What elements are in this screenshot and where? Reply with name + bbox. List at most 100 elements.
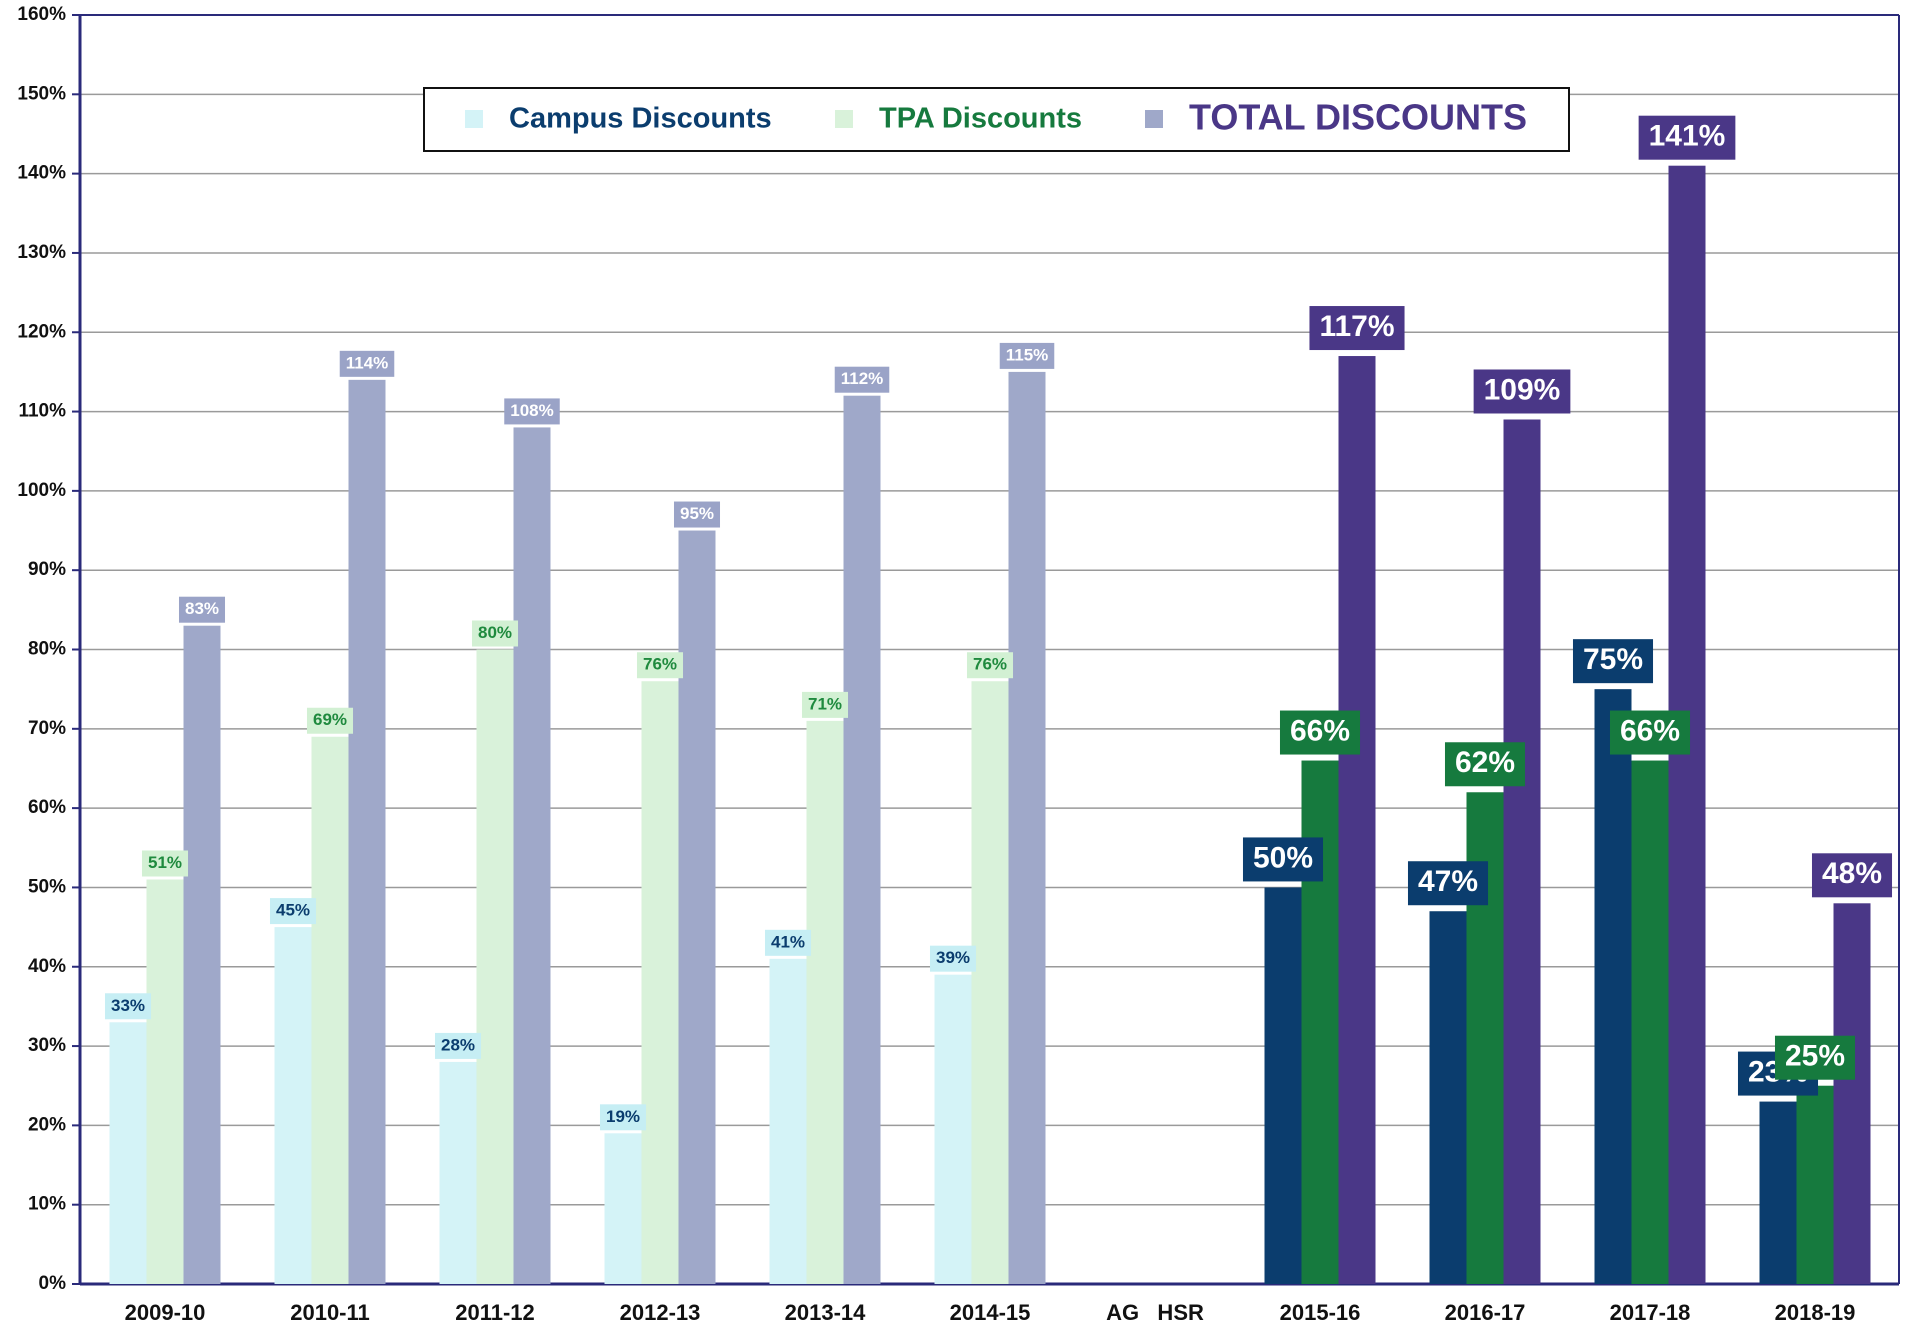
data-label-box xyxy=(673,501,721,528)
bar xyxy=(971,681,1009,1284)
data-label-text: 108% xyxy=(510,401,553,420)
bar xyxy=(769,958,807,1284)
bar xyxy=(146,879,184,1284)
x-tick-label: 2013-14 xyxy=(785,1300,867,1325)
data-label-text: 25% xyxy=(1785,1040,1845,1073)
data-label-text: 39% xyxy=(936,948,970,967)
data-label-text: 117% xyxy=(1319,310,1394,343)
y-tick-label: 160% xyxy=(17,4,66,25)
data-label: 28% xyxy=(434,1032,482,1059)
x-tick-label: 2016-17 xyxy=(1445,1300,1526,1325)
data-label-text: 109% xyxy=(1484,373,1561,406)
data-label: 75% xyxy=(1572,639,1654,684)
bar xyxy=(274,927,312,1284)
x-tick-label: 2014-15 xyxy=(950,1300,1031,1325)
y-tick-label: 110% xyxy=(18,401,66,422)
legend-label: TPA Discounts xyxy=(879,103,1082,135)
bar xyxy=(348,379,386,1284)
y-tick-label: 70% xyxy=(28,718,66,739)
data-label-text: 28% xyxy=(441,1035,475,1054)
bar xyxy=(1338,356,1376,1284)
data-label: 50% xyxy=(1242,837,1324,882)
bar xyxy=(1631,760,1669,1284)
data-label-box xyxy=(1774,1035,1856,1080)
data-label-text: 71% xyxy=(808,694,842,713)
data-label: 62% xyxy=(1444,742,1526,787)
data-label: 71% xyxy=(801,691,849,718)
y-tick-label: 30% xyxy=(28,1035,66,1056)
data-label-box xyxy=(1242,837,1324,882)
bar xyxy=(843,395,881,1284)
data-label-text: 48% xyxy=(1822,857,1882,890)
legend-swatch xyxy=(1145,110,1163,128)
data-label: 83% xyxy=(178,596,226,623)
bar xyxy=(311,736,349,1284)
data-label-box xyxy=(306,707,354,734)
data-label-box xyxy=(1572,639,1654,684)
legend-label: Campus Discounts xyxy=(509,103,772,135)
data-label-text: 141% xyxy=(1649,120,1726,153)
bar xyxy=(1429,911,1467,1284)
y-tick-label: 60% xyxy=(28,797,66,818)
y-tick-label: 40% xyxy=(28,956,66,977)
bar xyxy=(1594,689,1632,1284)
data-label-text: 95% xyxy=(680,504,714,523)
data-label-text: 66% xyxy=(1620,714,1680,747)
bar xyxy=(1503,419,1541,1284)
x-tick-label: AG HSR xyxy=(1106,1300,1204,1325)
y-tick-label: 10% xyxy=(28,1194,66,1215)
data-label: 33% xyxy=(104,993,152,1020)
data-label-box xyxy=(504,398,560,425)
data-label-box xyxy=(178,596,226,623)
data-label: 115% xyxy=(999,342,1055,369)
y-tick-label: 150% xyxy=(17,83,66,104)
y-tick-label: 90% xyxy=(28,559,66,580)
data-label-box xyxy=(834,366,890,393)
bar xyxy=(1008,371,1046,1284)
bar xyxy=(934,974,972,1284)
data-label: 117% xyxy=(1309,306,1405,351)
data-label: 41% xyxy=(764,929,812,956)
data-label-box xyxy=(269,898,317,925)
data-label: 76% xyxy=(966,652,1014,679)
data-label-box xyxy=(1279,710,1361,755)
data-label: 69% xyxy=(306,707,354,734)
bar xyxy=(1759,1101,1797,1284)
data-label-text: 80% xyxy=(478,623,512,642)
legend-box xyxy=(423,87,1570,152)
data-label: 45% xyxy=(269,898,317,925)
bar xyxy=(513,427,551,1284)
legend-label: TOTAL DISCOUNTS xyxy=(1189,97,1527,138)
legend: Campus Discounts TPA Discounts TOTAL DISCO… xyxy=(423,87,1570,152)
x-tick-label: 2018-19 xyxy=(1775,1300,1856,1325)
data-label: 19% xyxy=(599,1104,647,1131)
x-tick-label: 2011-12 xyxy=(455,1300,535,1325)
data-label-box xyxy=(1309,306,1405,351)
data-label-box xyxy=(1444,742,1526,787)
bar xyxy=(678,530,716,1284)
data-label-text: 115% xyxy=(1006,345,1049,364)
y-tick-label: 100% xyxy=(17,480,66,501)
legend-swatch xyxy=(465,110,483,128)
data-label-text: 66% xyxy=(1290,714,1350,747)
data-label: 39% xyxy=(929,945,977,972)
bar xyxy=(109,1022,147,1284)
data-label-box xyxy=(929,945,977,972)
data-label-box xyxy=(471,620,519,647)
data-label-box xyxy=(104,993,152,1020)
y-tick-label: 80% xyxy=(28,639,66,660)
data-label-text: 83% xyxy=(185,599,219,618)
y-tick-label: 20% xyxy=(28,1114,66,1135)
bar xyxy=(604,1133,642,1284)
x-tick-label: 2015-16 xyxy=(1280,1300,1361,1325)
data-label-box xyxy=(1407,861,1489,906)
data-label: 76% xyxy=(636,652,684,679)
x-tick-label: 2009-10 xyxy=(125,1300,206,1325)
data-label-text: 62% xyxy=(1455,746,1515,779)
data-label: 47% xyxy=(1407,861,1489,906)
legend-swatch xyxy=(835,110,853,128)
data-label-text: 51% xyxy=(148,853,182,872)
bar xyxy=(1796,1085,1834,1284)
bar xyxy=(183,625,221,1284)
